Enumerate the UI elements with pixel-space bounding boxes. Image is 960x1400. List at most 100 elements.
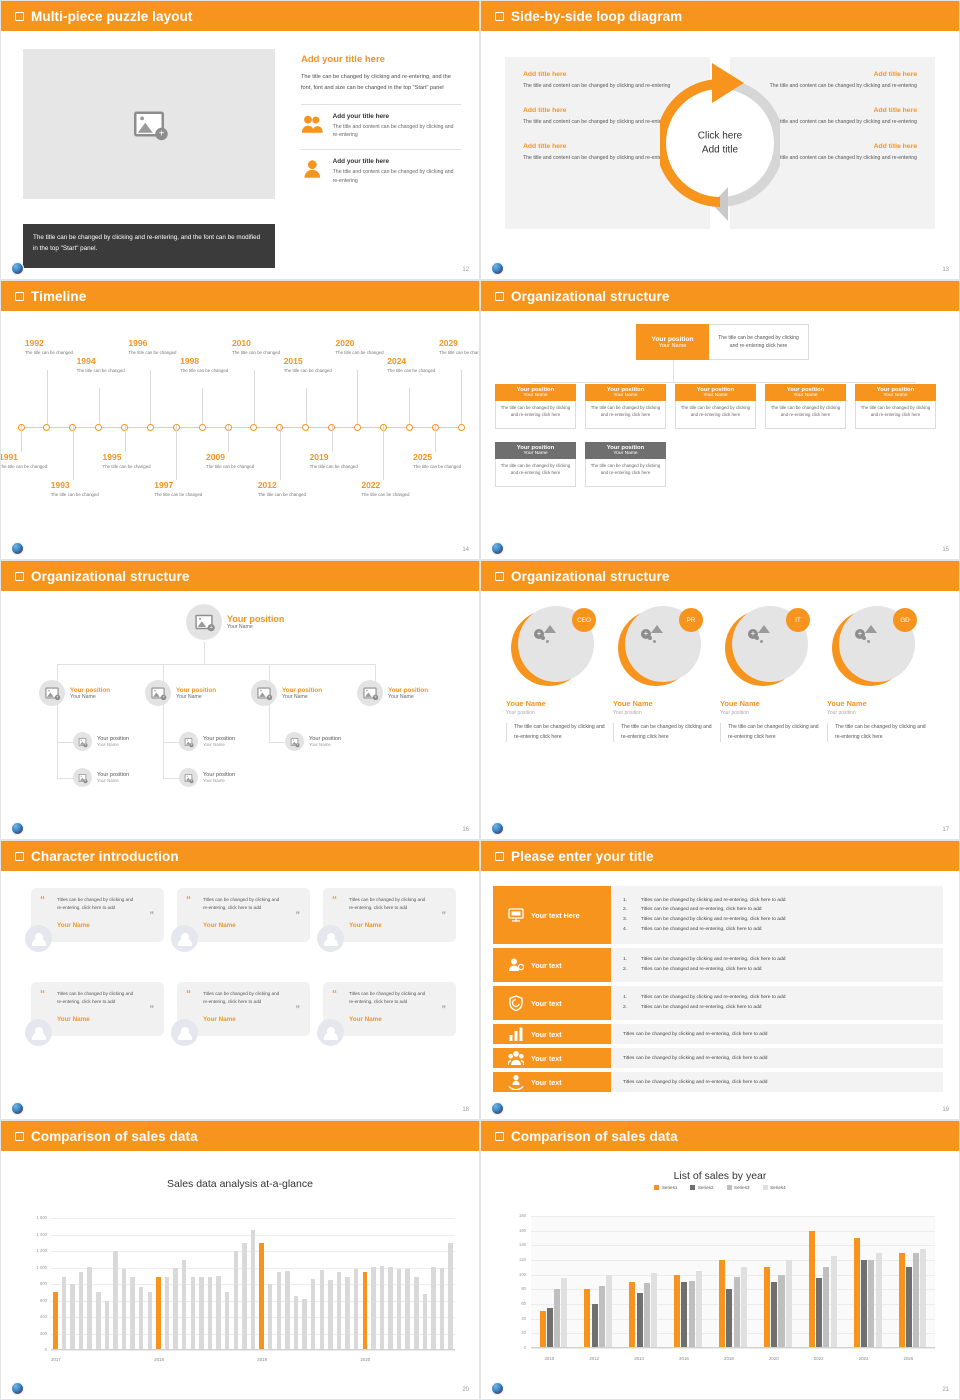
org-root-node[interactable]: + Your position Your Name (186, 604, 284, 640)
org-node[interactable]: Your position Your Name The title can be… (585, 384, 666, 429)
timeline-entry[interactable]: 2010 The title can be changed (232, 338, 286, 357)
timeline-entry[interactable]: 1997 The title can be changed (154, 480, 208, 499)
content-row[interactable]: Your text 1. Titles can be changed by cli… (493, 948, 943, 982)
timeline-stem (383, 425, 385, 480)
timeline-dot[interactable] (250, 423, 258, 431)
org-node[interactable]: Your position Your Name The title can be… (495, 442, 576, 487)
timeline-dot[interactable] (198, 423, 206, 431)
timeline-entry[interactable]: 2025 The title can be changed (413, 452, 467, 471)
person-name: Youe Name (720, 699, 760, 708)
chart-bar (379, 1265, 385, 1350)
page-number: 18 (462, 1107, 469, 1113)
org-node[interactable]: Your position Your Name The title can be… (675, 384, 756, 429)
quote-card[interactable]: “ ” Titles can be changed by clicking an… (25, 982, 164, 1046)
timeline-desc: The title can be changed (128, 350, 177, 355)
timeline-stem (331, 425, 333, 452)
timeline-desc: The title can be changed (335, 350, 384, 355)
timeline-dot[interactable] (302, 423, 310, 431)
org-node[interactable]: + Your position Your Name (179, 768, 235, 787)
timeline-entry[interactable]: 2019 The title can be changed (310, 452, 364, 471)
quote-card[interactable]: “ ” Titles can be changed by clicking an… (25, 888, 164, 952)
quote-bubble: “ ” Titles can be changed by clicking an… (317, 888, 456, 952)
row-label-button[interactable]: Your text (493, 1024, 611, 1044)
row-label-button[interactable]: Your text (493, 948, 611, 982)
org-node[interactable]: Your position Your Name The title can be… (765, 384, 846, 429)
chart-bar (130, 1276, 135, 1350)
chart-bar (336, 1271, 342, 1350)
quote-open-icon: “ (186, 895, 191, 906)
square-bullet-icon (495, 291, 504, 301)
quote-card[interactable]: “ ” Titles can be changed by clicking an… (317, 888, 456, 952)
y-axis-label: 1 000 (36, 1264, 47, 1270)
timeline-dot[interactable] (353, 423, 361, 431)
timeline-entry[interactable]: 1998 The title can be changed (180, 356, 234, 375)
image-placeholder[interactable]: + (23, 49, 275, 199)
quote-card[interactable]: “ ” Titles can be changed by clicking an… (171, 982, 310, 1046)
row-label-button[interactable]: Your text Here (493, 886, 611, 944)
org-node[interactable]: + Your position Your Name (179, 732, 235, 751)
org-root-node[interactable]: Your position Your Name The title can be… (636, 324, 809, 360)
timeline-entry[interactable]: 2012 The title can be changed (258, 480, 312, 499)
quote-card[interactable]: “ ” Titles can be changed by clicking an… (171, 888, 310, 952)
org-node[interactable]: + Your position Your Name (251, 680, 322, 706)
person-card[interactable]: + IT Youe Name Your position The title c… (717, 606, 822, 743)
position-label: Your position (70, 686, 111, 694)
timeline-entry[interactable]: 1993 The title can be changed (51, 480, 105, 499)
org-node[interactable]: Your position Your Name The title can be… (585, 442, 666, 487)
org-node[interactable]: + Your position Your Name (285, 732, 341, 751)
org-node[interactable]: + Your position Your Name (73, 768, 129, 787)
timeline-dot[interactable] (95, 423, 103, 431)
timeline-entry[interactable]: 2022 The title can be changed (361, 480, 415, 499)
content-row[interactable]: Your text Titles can be changed by click… (493, 1072, 943, 1092)
timeline-entry[interactable]: 1994 The title can be changed (77, 356, 131, 375)
timeline-entry[interactable]: 2024 The title can be changed (387, 356, 441, 375)
chart-bar (439, 1267, 445, 1350)
chart-bar (913, 1252, 920, 1348)
person-card[interactable]: + PR Youe Name Your position The title c… (610, 606, 715, 743)
row-label: Your text (531, 998, 562, 1008)
legend-entry: Series2 (690, 1185, 714, 1191)
org-node[interactable]: + Your position Your Name (73, 732, 129, 751)
org-node[interactable]: + Your position Your Name (145, 680, 216, 706)
item-text: The title and content can be changed by … (769, 83, 917, 89)
slide-header: Character introduction (1, 841, 479, 871)
timeline-entry[interactable]: 2015 The title can be changed (284, 356, 338, 375)
timeline-entry[interactable]: 2029 The title can be changed (439, 338, 479, 357)
timeline-desc: The title can be changed (257, 492, 306, 497)
person-card[interactable]: + CEO Youe Name Your position The title … (503, 606, 608, 743)
brand-logo-icon (491, 1382, 504, 1395)
content-row[interactable]: Your text Here 1. Titles can be changed b… (493, 886, 943, 944)
timeline-entry[interactable]: 2020 The title can be changed (335, 338, 389, 357)
timeline-entry[interactable]: 1995 The title can be changed (103, 452, 157, 471)
person-name: Your Name (57, 1015, 90, 1023)
list-number: 3. (623, 917, 628, 922)
org-node[interactable]: + Your position Your Name (39, 680, 110, 706)
org-root-note: The title can be changed by clicking and… (709, 324, 809, 360)
timeline-dot[interactable] (43, 423, 51, 431)
content-row[interactable]: Your text 1. Titles can be changed by cli… (493, 986, 943, 1020)
timeline-dot[interactable] (457, 423, 465, 431)
content-row[interactable]: Your text Titles can be changed by click… (493, 1048, 943, 1068)
square-bullet-icon (15, 291, 24, 301)
row-label-button[interactable]: Your text (493, 986, 611, 1020)
org-node-header: Your position Your Name (495, 442, 576, 459)
chart-bar (898, 1252, 905, 1348)
row-text: Titles can be changed by clicking and re… (623, 1031, 768, 1037)
person-card[interactable]: + GD Youe Name Your position The title c… (824, 606, 929, 743)
timeline-entry[interactable]: 1992 The title can be changed (25, 338, 79, 357)
org-node[interactable]: Your position Your Name The title can be… (495, 384, 576, 429)
org-node[interactable]: Your position Your Name The title can be… (855, 384, 936, 429)
center-label[interactable]: Click here Add title (675, 130, 765, 157)
row-label-button[interactable]: Your text (493, 1072, 611, 1092)
timeline-dot[interactable] (146, 423, 154, 431)
timeline-entry[interactable]: 2009 The title can be changed (206, 452, 260, 471)
timeline-entry[interactable]: 1991 The title can be changed (1, 452, 53, 471)
timeline-entry[interactable]: 1996 The title can be changed (128, 338, 182, 357)
content-row[interactable]: Your text Titles can be changed by click… (493, 1024, 943, 1044)
org-node[interactable]: + Your position Your Name (357, 680, 428, 706)
row-label-button[interactable]: Your text (493, 1048, 611, 1068)
quote-card[interactable]: “ ” Titles can be changed by clicking an… (317, 982, 456, 1046)
timeline-desc: The title can be changed (361, 492, 410, 497)
timeline-dot[interactable] (405, 423, 413, 431)
name-label: Your Name (97, 742, 119, 747)
